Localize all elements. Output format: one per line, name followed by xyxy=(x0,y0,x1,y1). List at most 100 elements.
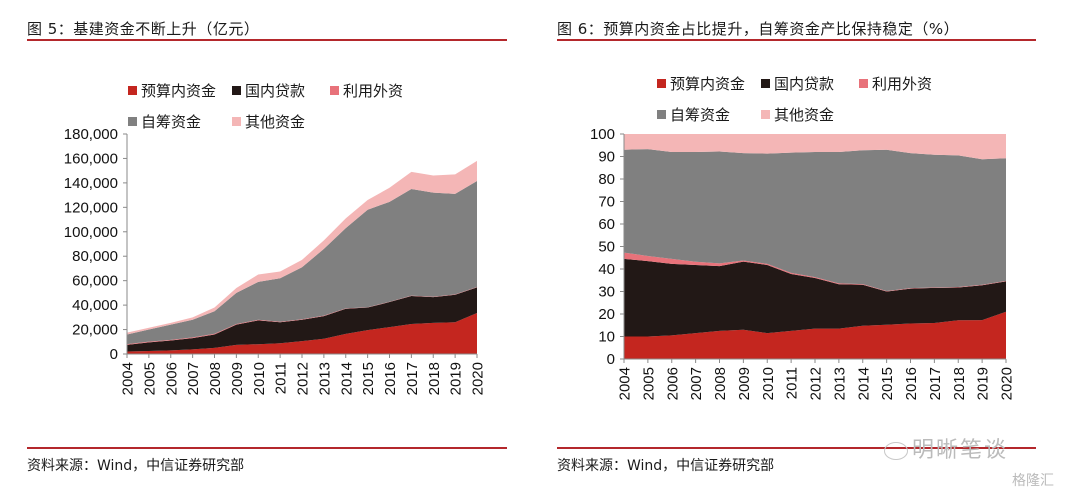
y-tick-label: 30 xyxy=(598,284,615,301)
watermark-text: 明晰笔谈 xyxy=(912,438,1009,463)
legend-swatch xyxy=(859,79,868,88)
x-tick-label: 2019 xyxy=(448,362,465,395)
area-loans xyxy=(127,287,477,352)
legend-label: 其他资金 xyxy=(774,106,835,124)
area-self xyxy=(127,181,477,345)
x-tick-label: 2007 xyxy=(185,362,202,395)
right-legend-item-self: 自筹资金 xyxy=(657,104,730,125)
x-tick-label: 2018 xyxy=(951,367,968,400)
x-tick-label: 2017 xyxy=(404,362,421,395)
left-legend-item-self: 自筹资金 xyxy=(128,111,201,132)
legend-swatch xyxy=(761,110,770,119)
x-tick-label: 2005 xyxy=(141,362,158,395)
x-tick-label: 2010 xyxy=(760,367,777,400)
area-self xyxy=(624,149,1006,292)
legend-swatch xyxy=(128,117,137,126)
legend-label: 国内贷款 xyxy=(774,75,835,93)
legend-swatch xyxy=(232,117,241,126)
left-figure-title: 图 5：基建资金不断上升（亿元） xyxy=(27,20,260,38)
y-tick-label: 140,000 xyxy=(64,175,118,192)
right-legend-item-other: 其他资金 xyxy=(761,104,834,125)
y-tick-label: 40,000 xyxy=(72,297,118,314)
legend-label: 预算内资金 xyxy=(141,82,217,100)
legend-label: 国内贷款 xyxy=(245,82,306,100)
left-legend-item-budget: 预算内资金 xyxy=(128,80,216,101)
y-tick-label: 80,000 xyxy=(72,248,118,265)
x-tick-label: 2006 xyxy=(664,367,681,400)
x-tick-label: 2015 xyxy=(879,367,896,400)
y-tick-label: 50 xyxy=(598,239,615,256)
x-tick-label: 2020 xyxy=(470,362,487,395)
y-tick-label: 180,000 xyxy=(64,126,118,143)
legend-label: 其他资金 xyxy=(245,113,306,131)
x-tick-label: 2016 xyxy=(903,367,920,400)
left-source-note: 资料来源：Wind，中信证券研究部 xyxy=(27,458,245,474)
x-tick-label: 2012 xyxy=(808,367,825,400)
x-tick-label: 2007 xyxy=(688,367,705,400)
x-tick-label: 2012 xyxy=(295,362,312,395)
legend-label: 预算内资金 xyxy=(670,75,746,93)
x-tick-label: 2020 xyxy=(999,367,1016,400)
right-figure-title: 图 6：预算内资金占比提升，自筹资金产比保持稳定（%） xyxy=(557,20,960,38)
x-tick-label: 2013 xyxy=(316,362,333,395)
x-tick-label: 2008 xyxy=(207,362,224,395)
y-tick-label: 100 xyxy=(590,126,615,143)
y-tick-label: 40 xyxy=(598,261,615,278)
x-tick-label: 2010 xyxy=(251,362,268,395)
y-tick-label: 60 xyxy=(598,216,615,233)
left-legend-item-foreign: 利用外资 xyxy=(330,80,403,101)
x-tick-label: 2014 xyxy=(855,367,872,400)
legend-swatch xyxy=(761,79,770,88)
x-tick-label: 2005 xyxy=(640,367,657,400)
area-other xyxy=(127,160,477,335)
y-tick-label: 60,000 xyxy=(72,273,118,290)
x-tick-label: 2004 xyxy=(120,362,137,395)
x-tick-label: 2017 xyxy=(927,367,944,400)
right-source-rule xyxy=(557,447,1036,449)
legend-swatch xyxy=(128,86,137,95)
y-tick-label: 90 xyxy=(598,149,615,166)
y-tick-label: 80 xyxy=(598,171,615,188)
left-legend-item-other: 其他资金 xyxy=(232,111,305,132)
legend-label: 自筹资金 xyxy=(141,113,202,131)
area-budget xyxy=(127,313,477,354)
legend-swatch xyxy=(232,86,241,95)
y-tick-label: 20 xyxy=(598,306,615,323)
x-tick-label: 2019 xyxy=(975,367,992,400)
legend-label: 利用外资 xyxy=(343,82,404,100)
x-tick-label: 2006 xyxy=(163,362,180,395)
right-legend-item-budget: 预算内资金 xyxy=(657,73,745,94)
x-tick-label: 2015 xyxy=(360,362,377,395)
y-tick-label: 120,000 xyxy=(64,199,118,216)
area-loans xyxy=(624,258,1006,337)
x-tick-label: 2008 xyxy=(712,367,729,400)
x-tick-label: 2013 xyxy=(831,367,848,400)
left-legend-item-loans: 国内贷款 xyxy=(232,80,305,101)
y-tick-label: 100,000 xyxy=(64,224,118,241)
watermark-brand: 格隆汇 xyxy=(1012,473,1054,489)
x-tick-label: 2011 xyxy=(273,362,290,394)
y-tick-label: 10 xyxy=(598,329,615,346)
area-other xyxy=(624,134,1006,160)
x-tick-label: 2009 xyxy=(736,367,753,400)
x-tick-label: 2018 xyxy=(426,362,443,395)
x-tick-label: 2014 xyxy=(338,362,355,395)
x-tick-label: 2016 xyxy=(382,362,399,395)
y-tick-label: 0 xyxy=(607,351,615,368)
x-tick-label: 2011 xyxy=(784,367,801,399)
x-tick-label: 2009 xyxy=(229,362,246,395)
left-source-rule xyxy=(27,447,507,449)
y-tick-label: 20,000 xyxy=(72,322,118,339)
legend-label: 自筹资金 xyxy=(670,106,731,124)
legend-label: 利用外资 xyxy=(872,75,933,93)
legend-swatch xyxy=(330,86,339,95)
left-title-rule xyxy=(27,39,507,41)
right-legend-item-loans: 国内贷款 xyxy=(761,73,834,94)
area-budget xyxy=(624,311,1006,359)
y-tick-label: 70 xyxy=(598,194,615,211)
y-tick-label: 160,000 xyxy=(64,150,118,167)
x-tick-label: 2004 xyxy=(617,367,634,400)
right-source-note: 资料来源：Wind，中信证券研究部 xyxy=(557,458,775,474)
